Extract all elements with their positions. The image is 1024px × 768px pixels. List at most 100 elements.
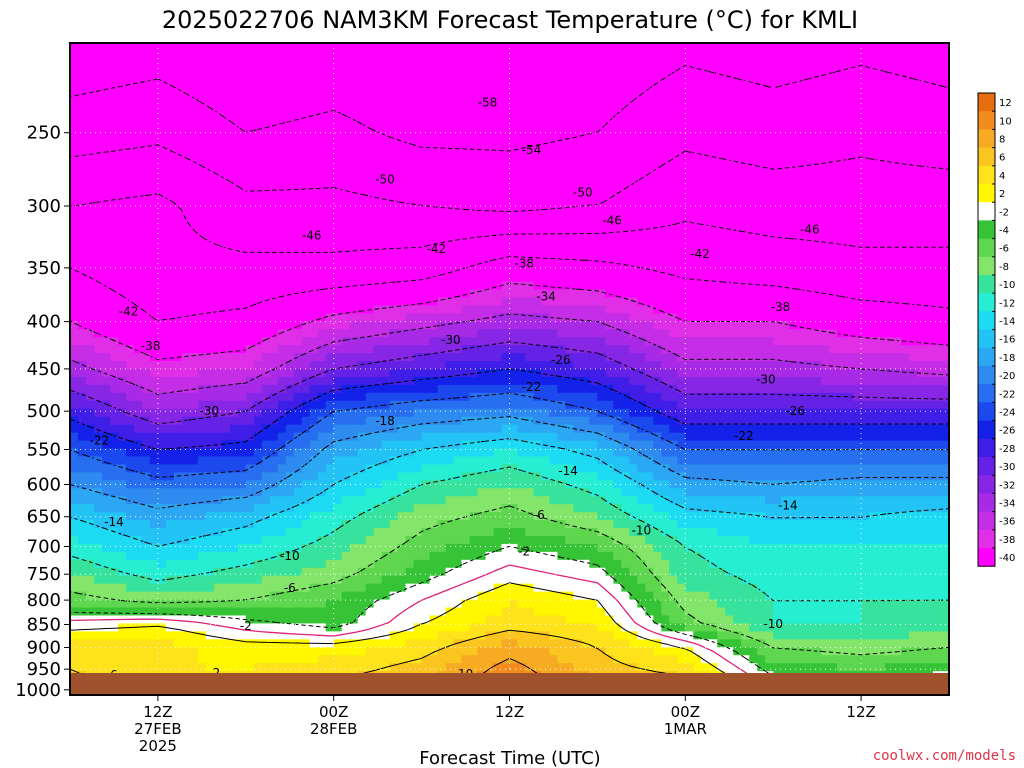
temperature-cell <box>301 361 311 370</box>
temperature-cell <box>637 321 646 330</box>
temperature-cell <box>341 241 351 251</box>
temperature-cell <box>885 281 894 291</box>
temperature-cell <box>885 138 894 147</box>
temperature-cell <box>253 74 263 84</box>
temperature-cell <box>733 114 742 124</box>
temperature-cell <box>773 225 782 235</box>
temperature-cell <box>373 50 383 60</box>
temperature-cell <box>917 376 926 386</box>
temperature-cell <box>461 66 471 76</box>
temperature-cell <box>693 138 702 147</box>
temperature-cell <box>477 337 487 346</box>
temperature-cell <box>349 194 359 203</box>
temperature-cell <box>765 329 774 338</box>
temperature-cell <box>661 329 670 338</box>
temperature-cell <box>109 202 119 211</box>
temperature-cell <box>565 178 575 187</box>
temperature-cell <box>365 369 375 378</box>
temperature-cell <box>437 82 447 92</box>
temperature-cell <box>181 209 191 219</box>
temperature-cell <box>861 194 870 203</box>
temperature-cell <box>229 313 239 322</box>
temperature-cell <box>637 90 646 100</box>
temperature-cell <box>77 241 87 251</box>
temperature-cell <box>637 313 646 322</box>
temperature-cell <box>453 297 463 306</box>
temperature-cell <box>285 66 295 76</box>
temperature-cell <box>597 384 606 394</box>
temperature-cell <box>165 353 175 362</box>
temperature-cell <box>861 392 870 402</box>
temperature-cell <box>757 202 766 211</box>
temperature-cell <box>317 114 327 124</box>
temperature-cell <box>613 376 622 386</box>
temperature-cell <box>517 257 527 267</box>
temperature-cell <box>381 122 391 132</box>
temperature-cell <box>229 90 239 100</box>
temperature-cell <box>637 170 646 179</box>
temperature-cell <box>77 392 87 402</box>
temperature-cell <box>933 122 942 132</box>
temperature-cell <box>749 106 758 116</box>
temperature-cell <box>677 50 686 60</box>
temperature-cell <box>501 170 511 179</box>
temperature-cell <box>245 361 255 370</box>
temperature-cell <box>789 50 798 60</box>
temperature-cell <box>541 178 551 187</box>
temperature-cell <box>685 106 694 116</box>
temperature-cell <box>549 281 559 291</box>
temperature-cell <box>93 384 103 394</box>
temperature-cell <box>861 273 870 283</box>
temperature-cell <box>309 209 319 219</box>
temperature-cell <box>565 106 575 116</box>
temperature-cell <box>773 130 782 140</box>
temperature-cell <box>261 122 271 132</box>
temperature-cell <box>109 345 119 354</box>
temperature-cell <box>677 162 686 171</box>
temperature-cell <box>717 194 726 203</box>
temperature-cell <box>533 66 543 76</box>
temperature-cell <box>325 345 335 354</box>
temperature-cell <box>421 58 431 68</box>
temperature-cell <box>109 257 119 267</box>
temperature-cell <box>709 369 718 378</box>
temperature-cell <box>181 138 191 147</box>
temperature-cell <box>589 122 598 132</box>
temperature-cell <box>349 90 359 100</box>
temperature-cell <box>725 130 734 140</box>
temperature-cell <box>917 209 926 219</box>
temperature-cell <box>597 202 606 211</box>
temperature-cell <box>277 337 287 346</box>
temperature-cell <box>581 114 591 124</box>
temperature-cell <box>565 202 575 211</box>
temperature-cell <box>605 313 614 322</box>
temperature-cell <box>485 281 495 291</box>
temperature-cell <box>213 43 223 52</box>
temperature-cell <box>181 202 191 211</box>
temperature-cell <box>213 273 223 283</box>
temperature-cell <box>669 313 678 322</box>
temperature-cell <box>861 249 870 259</box>
temperature-cell <box>469 329 479 338</box>
temperature-cell <box>869 114 878 124</box>
temperature-cell <box>693 321 702 330</box>
temperature-cell <box>509 249 519 259</box>
temperature-cell <box>933 82 942 92</box>
temperature-cell <box>461 186 471 195</box>
temperature-cell <box>453 162 463 171</box>
temperature-cell <box>181 50 191 60</box>
temperature-cell <box>789 58 798 68</box>
temperature-cell <box>925 305 934 314</box>
temperature-cell <box>493 384 503 394</box>
temperature-cell <box>741 138 750 147</box>
temperature-cell <box>389 345 399 354</box>
temperature-cell <box>901 392 910 402</box>
temperature-cell <box>365 202 375 211</box>
temperature-cell <box>933 225 942 235</box>
temperature-cell <box>477 233 487 243</box>
temperature-cell <box>125 384 135 394</box>
temperature-cell <box>413 82 423 92</box>
temperature-cell <box>293 384 303 394</box>
temperature-cell <box>933 361 942 370</box>
temperature-cell <box>765 50 774 60</box>
